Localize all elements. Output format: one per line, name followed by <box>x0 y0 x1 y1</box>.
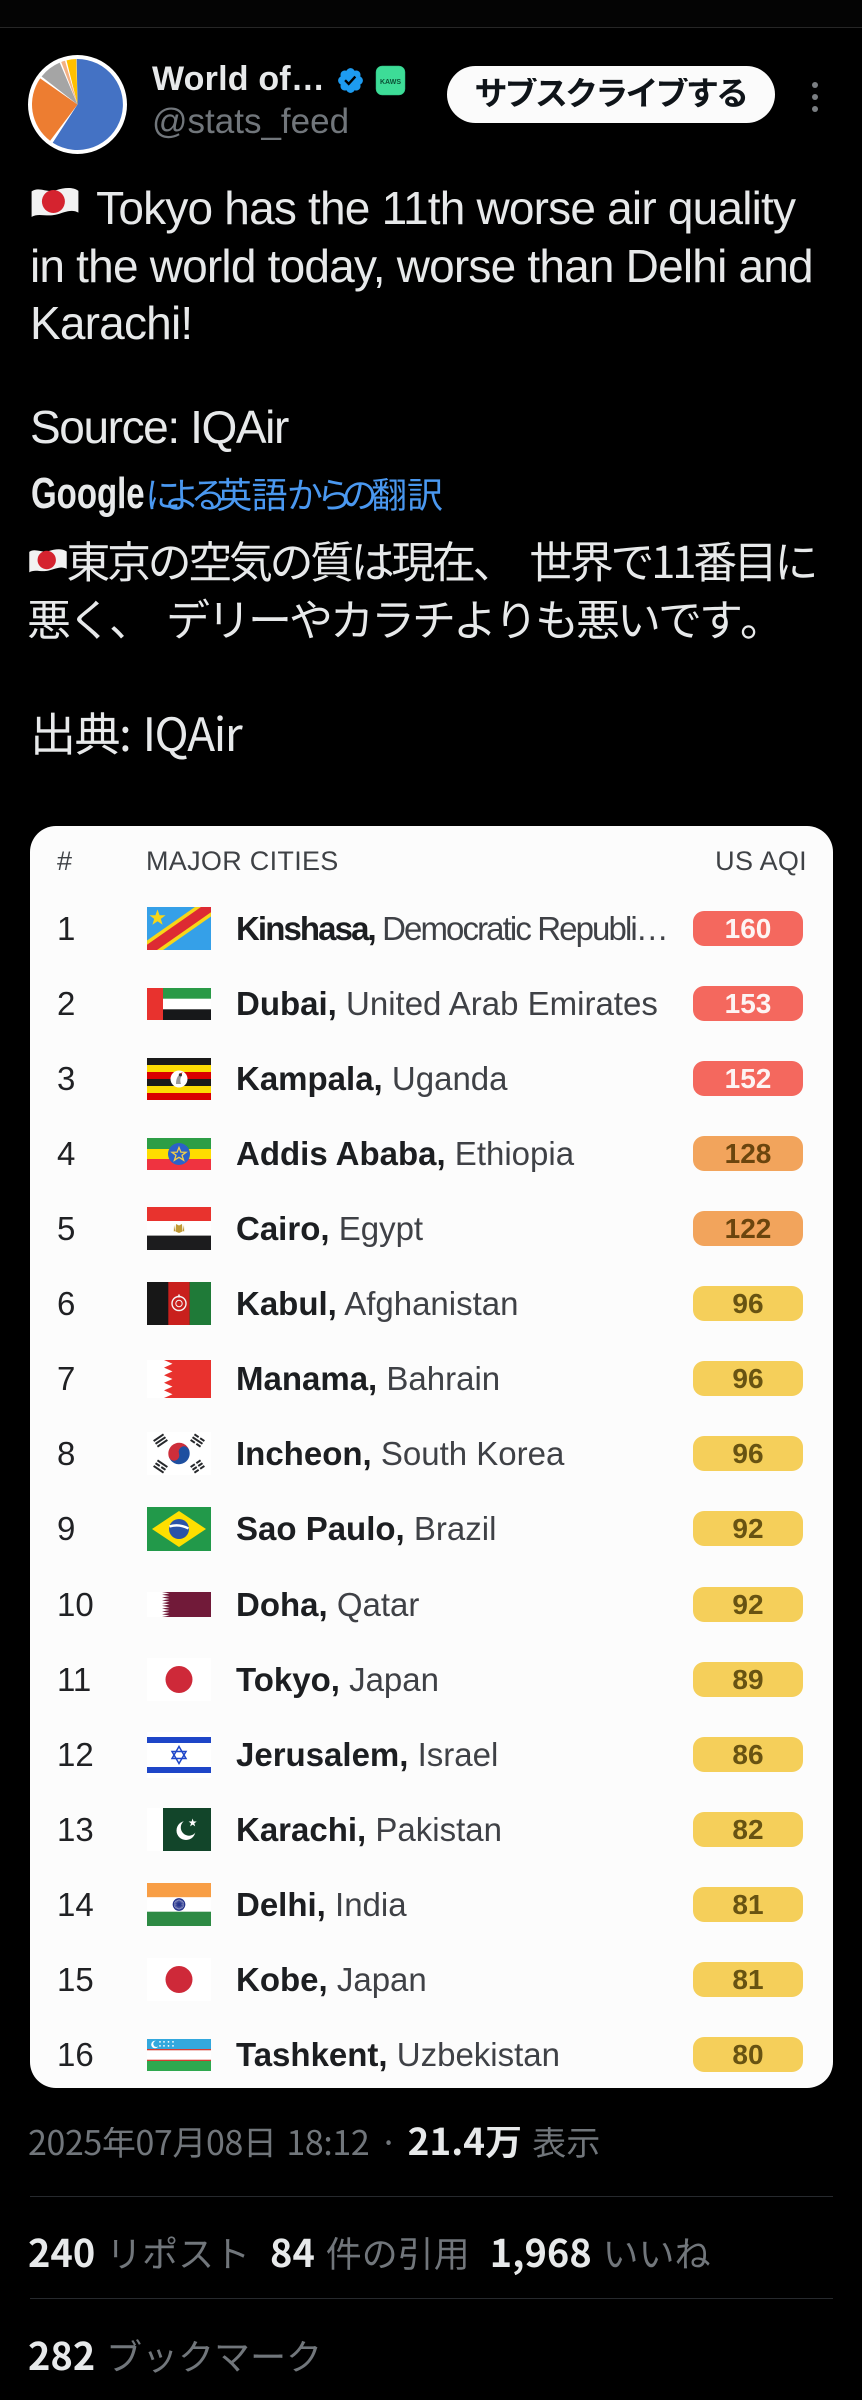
svg-text:KAWS: KAWS <box>380 79 401 86</box>
